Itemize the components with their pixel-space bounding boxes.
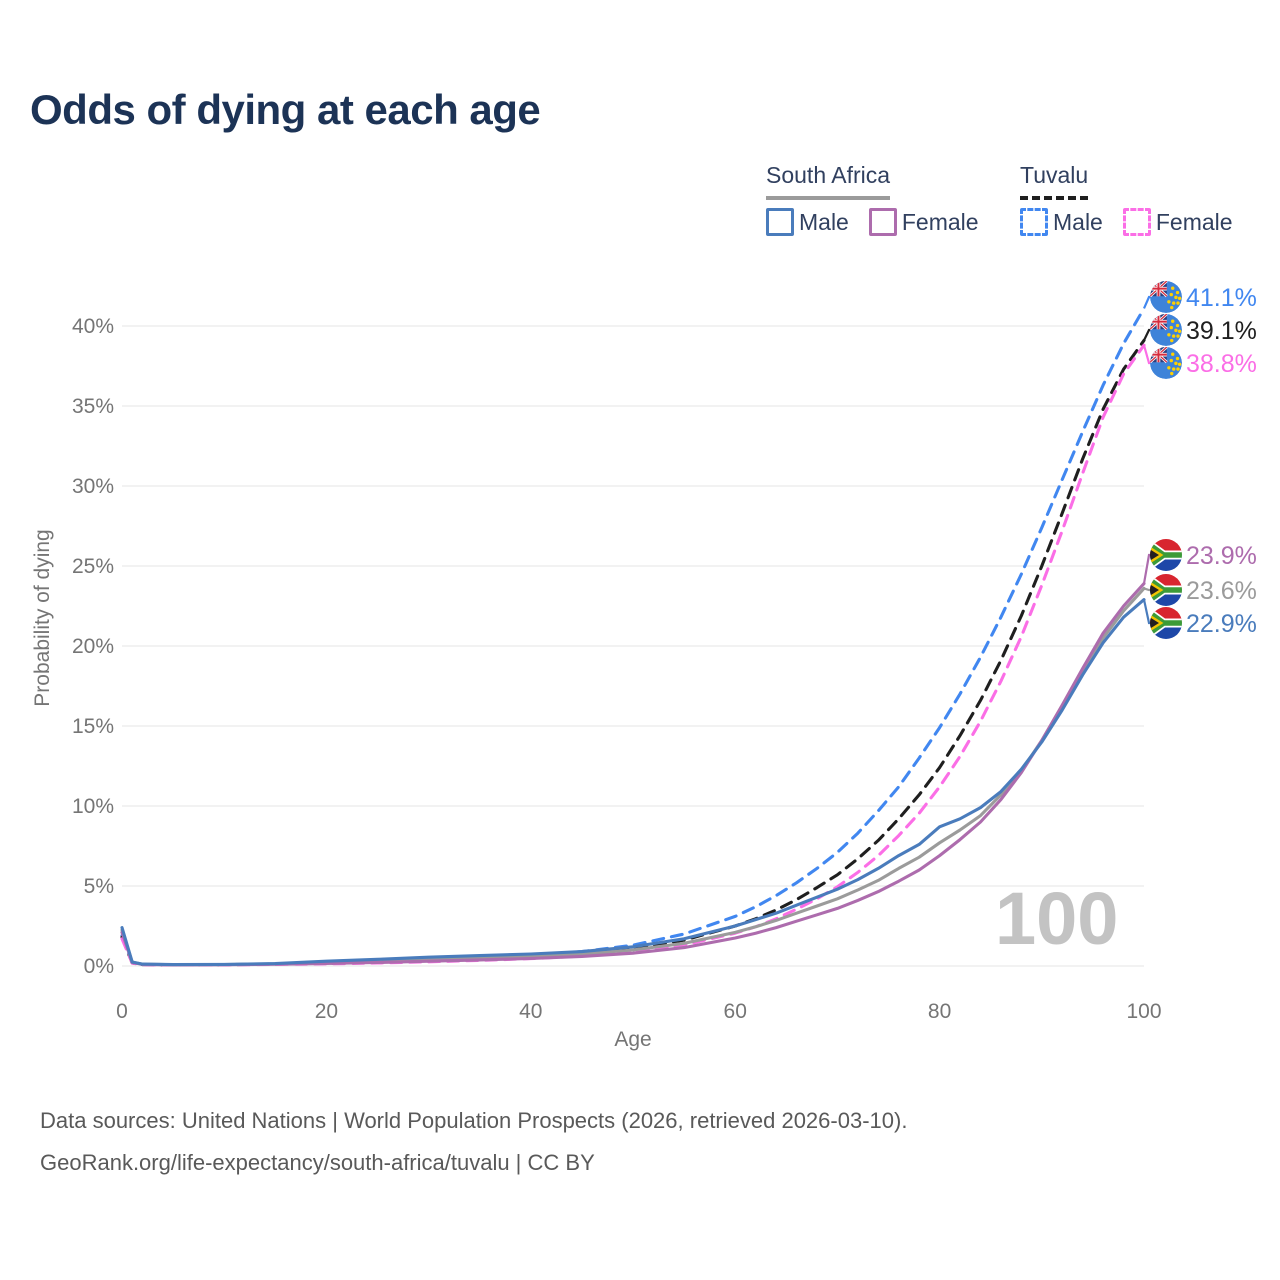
- y-tick-label: 15%: [72, 715, 114, 738]
- south-africa-female-line: [120, 582, 1146, 967]
- tuvalu-female-swatch: [1122, 208, 1151, 236]
- y-tick-label: 10%: [72, 795, 114, 818]
- south-africa-female-swatch: [868, 208, 897, 236]
- south-africa-male-swatch: [766, 208, 794, 236]
- footer-data-sources: Data sources: United Nations | World Pop…: [40, 1108, 908, 1133]
- south-africa-male-line: [120, 598, 1146, 967]
- end-label-south-africa-male: 22.9%: [1186, 610, 1257, 638]
- legend-label: Female: [1155, 208, 1233, 235]
- legend-label: Female: [901, 208, 979, 235]
- x-tick-label: 20: [315, 1000, 338, 1023]
- legend-country-tuvalu[interactable]: Tuvalu: [1020, 162, 1089, 200]
- y-tick-label: 35%: [72, 395, 114, 418]
- x-tick-label: 100: [1126, 1000, 1161, 1023]
- south-africa-flag-icon: [1150, 574, 1182, 606]
- tuvalu-combined-line: [120, 338, 1146, 967]
- tuvalu-male-line: [120, 306, 1146, 967]
- legend-item-tuvalu-female[interactable]: Female: [1122, 208, 1233, 236]
- tuvalu-flag-icon: [1150, 314, 1182, 346]
- end-label-south-africa-female: 23.9%: [1186, 542, 1257, 570]
- y-tick-label: 40%: [72, 315, 114, 338]
- end-label-south-africa-combined: 23.6%: [1186, 577, 1257, 605]
- legend-label: Male: [1053, 208, 1103, 235]
- tuvalu-female-line: [120, 343, 1146, 967]
- legend-group-tuvalu: Tuvalu Male Female: [1020, 162, 1253, 236]
- y-tick-label: 20%: [72, 635, 114, 658]
- x-tick-label: 80: [928, 1000, 951, 1023]
- end-label-tuvalu-combined: 39.1%: [1186, 317, 1257, 345]
- y-tick-label: 5%: [84, 875, 114, 898]
- x-tick-label: 0: [116, 1000, 128, 1023]
- south-africa-flag-icon: [1150, 607, 1182, 639]
- hover-age-watermark: 100: [995, 877, 1119, 960]
- legend-item-tuvalu-male[interactable]: Male: [1020, 208, 1103, 236]
- legend-group-south-africa: South Africa Male Female: [766, 162, 999, 236]
- y-tick-label: 0%: [84, 955, 114, 978]
- y-axis-title: Probability of dying: [31, 529, 54, 707]
- legend-country-south-africa[interactable]: South Africa: [766, 162, 891, 200]
- x-axis-title: Age: [614, 1028, 652, 1051]
- legend-item-south-africa-female[interactable]: Female: [868, 208, 979, 236]
- end-label-tuvalu-male: 41.1%: [1186, 284, 1257, 312]
- x-tick-label: 60: [724, 1000, 747, 1023]
- tuvalu-flag-icon: [1150, 281, 1182, 313]
- legend-label: Male: [799, 208, 849, 235]
- page-title: Odds of dying at each age: [30, 86, 541, 133]
- footer-attribution: GeoRank.org/life-expectancy/south-africa…: [40, 1150, 595, 1175]
- x-tick-label: 40: [519, 1000, 542, 1023]
- end-label-tuvalu-female: 38.8%: [1186, 350, 1257, 378]
- y-tick-label: 25%: [72, 555, 114, 578]
- tuvalu-flag-icon: [1150, 347, 1182, 379]
- tuvalu-male-swatch: [1020, 208, 1048, 236]
- y-tick-label: 30%: [72, 475, 114, 498]
- legend-item-south-africa-male[interactable]: Male: [766, 208, 849, 236]
- south-africa-flag-icon: [1150, 539, 1182, 571]
- south-africa-combined-line: [120, 586, 1146, 967]
